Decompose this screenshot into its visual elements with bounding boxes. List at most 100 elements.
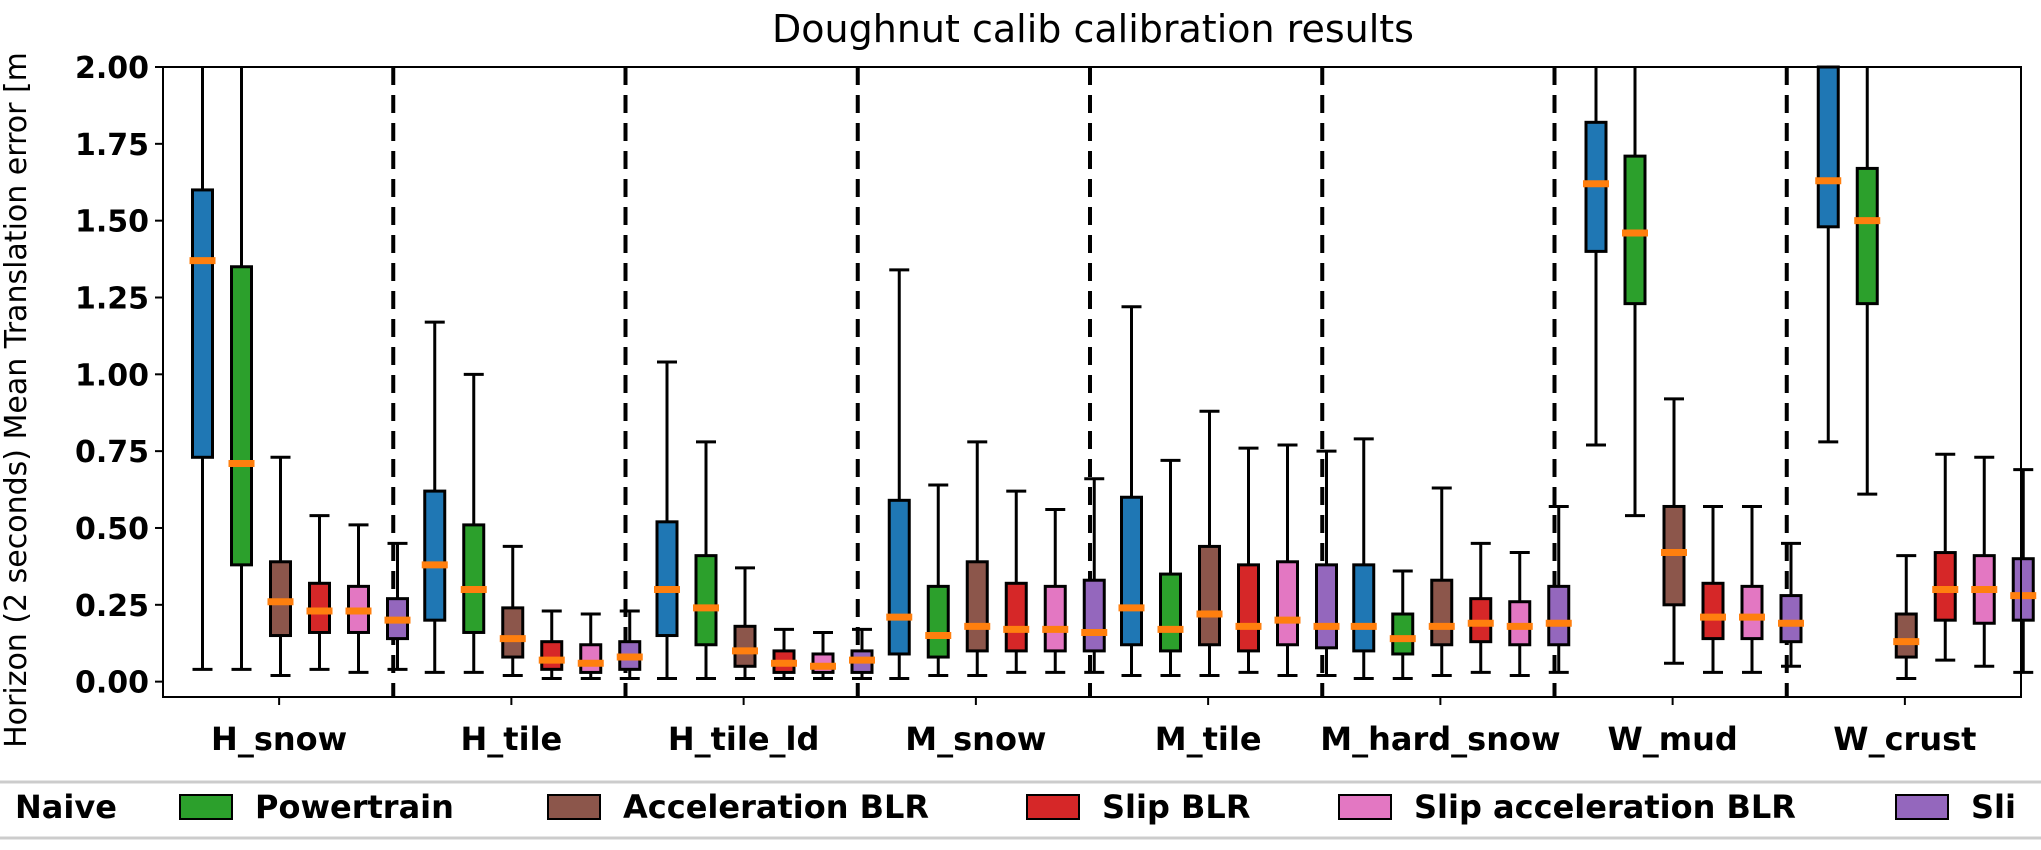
box-body: [1894, 612, 1918, 659]
box-body: [1352, 563, 1376, 653]
box-body: [540, 640, 564, 671]
legend-label: Acceleration BLR: [623, 788, 929, 826]
box-slip-acceleration-blr: [1042, 508, 1069, 674]
box-slip-acceleration-blr: [577, 612, 604, 681]
x-tick-label: W_crust: [1833, 720, 1976, 758]
legend-label: Sli: [1971, 788, 2016, 826]
x-tick-label: M_hard_snow: [1320, 720, 1560, 758]
box-slip-blr: [1700, 504, 1726, 674]
box-slip-blr: [1003, 489, 1030, 674]
legend-label: Powertrain: [255, 788, 454, 826]
legend-swatch: [1895, 794, 1949, 820]
box-naive: [421, 320, 448, 674]
box-sli: [849, 627, 875, 681]
legend-swatch: [1338, 794, 1392, 820]
y-tick-label: 0.75: [75, 435, 149, 470]
box-body: [423, 489, 447, 622]
box-body: [579, 643, 603, 674]
box-sli: [1545, 504, 1572, 674]
box-acceleration-blr: [1661, 397, 1687, 665]
box-slip-acceleration-blr: [345, 523, 372, 674]
box-body: [1237, 563, 1260, 653]
x-tick-label: W_mud: [1607, 720, 1737, 758]
box-slip-acceleration-blr: [810, 630, 836, 681]
box-slip-blr: [306, 514, 333, 671]
plot-frame: [162, 66, 2022, 698]
box-body: [462, 523, 486, 634]
legend-label: Naive: [15, 788, 117, 826]
box-slip-blr: [1932, 452, 1959, 662]
box-body: [1855, 166, 1879, 306]
x-tick-label: H_tile: [461, 720, 563, 758]
legend-swatch: [547, 794, 601, 820]
box-sli: [2010, 468, 2037, 674]
y-tick-label: 1.50: [75, 205, 149, 240]
box-body: [1198, 544, 1221, 647]
box-naive: [1583, 67, 1609, 447]
box-series: [189, 65, 2037, 681]
box-body: [1816, 65, 1840, 229]
legend: Naive Powertrain Acceleration BLR Slip BLR S…: [0, 780, 2041, 840]
box-sli: [1081, 477, 1108, 674]
box-slip-acceleration-blr: [1506, 551, 1533, 677]
box-acceleration-blr: [1196, 409, 1223, 677]
box-acceleration-blr: [1893, 554, 1920, 681]
box-body: [887, 498, 911, 656]
box-powertrain: [693, 440, 719, 681]
box-powertrain: [1157, 458, 1184, 677]
box-naive: [886, 268, 913, 681]
chart-title: Doughnut calib calibration results: [772, 7, 1414, 51]
x-axis-categories: H_snow H_tile H_tile_ld M_snow M_tile M_hard_…: [211, 697, 1976, 758]
box-slip-blr: [771, 627, 797, 681]
box-naive: [1350, 437, 1377, 681]
box-sli: [1313, 449, 1340, 677]
box-body: [1004, 581, 1028, 653]
box-sli: [1778, 541, 1804, 668]
x-tick-label: M_tile: [1155, 720, 1262, 758]
box-body: [655, 520, 679, 638]
box-slip-acceleration-blr: [1274, 443, 1301, 677]
y-tick-label: 0.25: [75, 589, 149, 624]
box-naive: [189, 67, 216, 671]
box-body: [1043, 584, 1067, 653]
box-body: [1120, 495, 1143, 647]
box-body: [926, 584, 950, 659]
box-body: [1547, 584, 1571, 647]
legend-swatch: [179, 794, 233, 820]
box-slip-acceleration-blr: [1739, 504, 1765, 674]
y-tick-label: 1.25: [75, 281, 149, 316]
legend-swatch: [1026, 794, 1080, 820]
box-powertrain: [925, 483, 952, 677]
box-body: [1082, 578, 1106, 653]
y-tick-label: 0.50: [75, 512, 149, 547]
box-body: [694, 554, 718, 647]
legend-label: Slip acceleration BLR: [1414, 788, 1796, 826]
box-acceleration-blr: [732, 566, 758, 681]
box-slip-acceleration-blr: [1971, 455, 1998, 668]
box-body: [1391, 612, 1415, 656]
box-acceleration-blr: [267, 455, 294, 677]
y-axis-ticks: 0.00 0.25 0.50 0.75 1.00 1.25 1.50 1.75 2.00: [75, 51, 163, 701]
box-body: [1315, 563, 1338, 650]
box-slip-blr: [1467, 541, 1494, 674]
box-acceleration-blr: [499, 544, 526, 677]
box-body: [1701, 581, 1725, 641]
box-body: [1740, 584, 1764, 641]
legend-label: Slip BLR: [1102, 788, 1250, 826]
x-tick-label: H_snow: [211, 720, 347, 758]
x-tick-label: M_snow: [905, 720, 1046, 758]
box-body: [965, 560, 989, 653]
box-powertrain: [228, 67, 255, 671]
box-body: [733, 624, 757, 668]
box-slip-blr: [538, 609, 565, 681]
box-body: [230, 265, 253, 567]
box-powertrain: [1854, 67, 1881, 496]
y-tick-label: 1.75: [75, 128, 149, 163]
box-body: [191, 188, 214, 459]
box-sli: [384, 541, 411, 671]
box-naive: [654, 360, 680, 681]
box-acceleration-blr: [1428, 486, 1455, 677]
group-separators: [391, 67, 1789, 697]
y-tick-label: 2.00: [75, 51, 149, 86]
